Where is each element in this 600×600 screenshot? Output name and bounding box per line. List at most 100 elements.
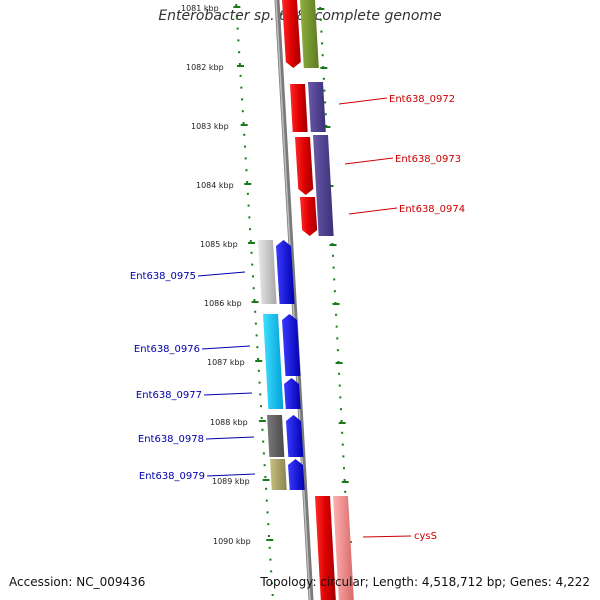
scale-tick (322, 77, 325, 80)
scale-tick (267, 535, 270, 537)
kbp-label: 1086 kbp (204, 299, 242, 308)
kbp-label: 1081 kbp (181, 4, 219, 13)
scale-tick (237, 39, 240, 42)
gene-arrow (300, 197, 318, 236)
scale-tick (251, 275, 254, 278)
label-leader-line (197, 271, 246, 277)
scale-tick (338, 384, 341, 387)
gene-arrow (295, 137, 314, 195)
scale-tick (238, 63, 241, 65)
scale-tick (259, 393, 262, 396)
gene-arrow (333, 496, 354, 600)
major-tick (266, 539, 274, 541)
label-leader-line (344, 157, 394, 165)
scale-tick (269, 558, 272, 561)
major-tick (332, 303, 340, 305)
scale-tick (332, 254, 335, 257)
scale-tick (339, 396, 342, 399)
kbp-label: 1082 kbp (186, 63, 224, 72)
scale-tick (344, 490, 347, 493)
gene-label-ent638-0976[interactable]: Ent638_0976 (134, 344, 200, 355)
scale-tick (336, 349, 339, 352)
scale-tick (236, 27, 239, 30)
scale-tick (258, 381, 261, 384)
scale-tick (267, 523, 270, 526)
gene-arrow (313, 135, 334, 236)
scale-tick (271, 594, 274, 596)
gene-label-ent638-0975[interactable]: Ent638_0975 (130, 271, 196, 282)
gene-label-ent638-0977[interactable]: Ent638_0977 (136, 390, 202, 401)
gene-label-cyss[interactable]: cysS (414, 531, 437, 542)
scale-tick (241, 98, 244, 101)
scale-tick (270, 582, 273, 585)
scale-tick (335, 325, 338, 328)
scale-tick (341, 431, 344, 434)
kbp-label: 1088 kbp (210, 418, 248, 427)
label-leader-line (203, 392, 253, 396)
gene-arrow (263, 314, 284, 409)
scale-tick (261, 428, 264, 431)
scale-tick (342, 455, 345, 458)
gene-arrow (276, 240, 295, 304)
scale-tick (241, 110, 244, 113)
major-tick (258, 420, 266, 422)
major-tick (338, 422, 346, 424)
scale-tick (341, 443, 344, 446)
gene-arrow (288, 459, 305, 490)
scale-tick (259, 405, 262, 408)
scale-tick (246, 192, 249, 195)
accession-text: Accession: NC_009436 (9, 575, 146, 589)
topology-text: Topology: circular; Length: 4,518,712 bp… (260, 575, 590, 589)
major-tick (323, 126, 331, 128)
scale-tick (253, 299, 256, 301)
scale-tick (319, 18, 322, 21)
scale-tick (243, 145, 246, 148)
scale-tick (254, 310, 257, 313)
label-leader-line (348, 207, 398, 215)
gene-arrow (282, 0, 301, 68)
scale-tick (246, 181, 249, 183)
scale-tick (249, 228, 252, 231)
scale-tick (265, 499, 268, 502)
gene-label-ent638-0972[interactable]: Ent638_0972 (389, 94, 455, 105)
scale-tick (243, 133, 246, 136)
scale-tick (321, 42, 324, 45)
scale-tick (264, 476, 267, 478)
gene-arrow (308, 82, 326, 132)
scale-tick (248, 216, 251, 219)
gene-label-ent638-0974[interactable]: Ent638_0974 (399, 204, 465, 215)
scale-tick (320, 30, 323, 33)
scale-tick (238, 51, 241, 54)
scale-tick (321, 54, 324, 57)
gene-features (258, 0, 354, 600)
scale-tick (252, 287, 255, 290)
scale-tick (324, 101, 327, 104)
major-tick (237, 65, 245, 67)
scale-tick (257, 369, 260, 372)
gene-arrow (267, 415, 285, 457)
scale-tick (263, 464, 266, 467)
gene-arrow (300, 0, 319, 68)
scale-tick (338, 372, 341, 375)
scale-tick (242, 122, 245, 124)
scale-tick (240, 86, 243, 89)
gene-label-ent638-0973[interactable]: Ent638_0973 (395, 154, 461, 165)
scale-tick (332, 266, 335, 269)
major-tick (341, 481, 349, 483)
scale-tick (249, 240, 252, 242)
scale-tick (247, 204, 250, 207)
gene-arrow (315, 496, 336, 600)
kbp-label: 1083 kbp (191, 122, 229, 131)
major-tick (335, 362, 343, 364)
major-tick (320, 67, 328, 69)
gene-label-ent638-0978[interactable]: Ent638_0978 (138, 434, 204, 445)
major-tick (329, 244, 337, 246)
label-leader-line (205, 436, 255, 440)
major-tick (251, 301, 259, 303)
gene-label-ent638-0979[interactable]: Ent638_0979 (139, 471, 205, 482)
scale-tick (262, 440, 265, 443)
scale-tick (270, 570, 273, 573)
scale-tick (266, 511, 269, 514)
gene-arrow (282, 314, 301, 376)
kbp-label: 1087 kbp (207, 358, 245, 367)
